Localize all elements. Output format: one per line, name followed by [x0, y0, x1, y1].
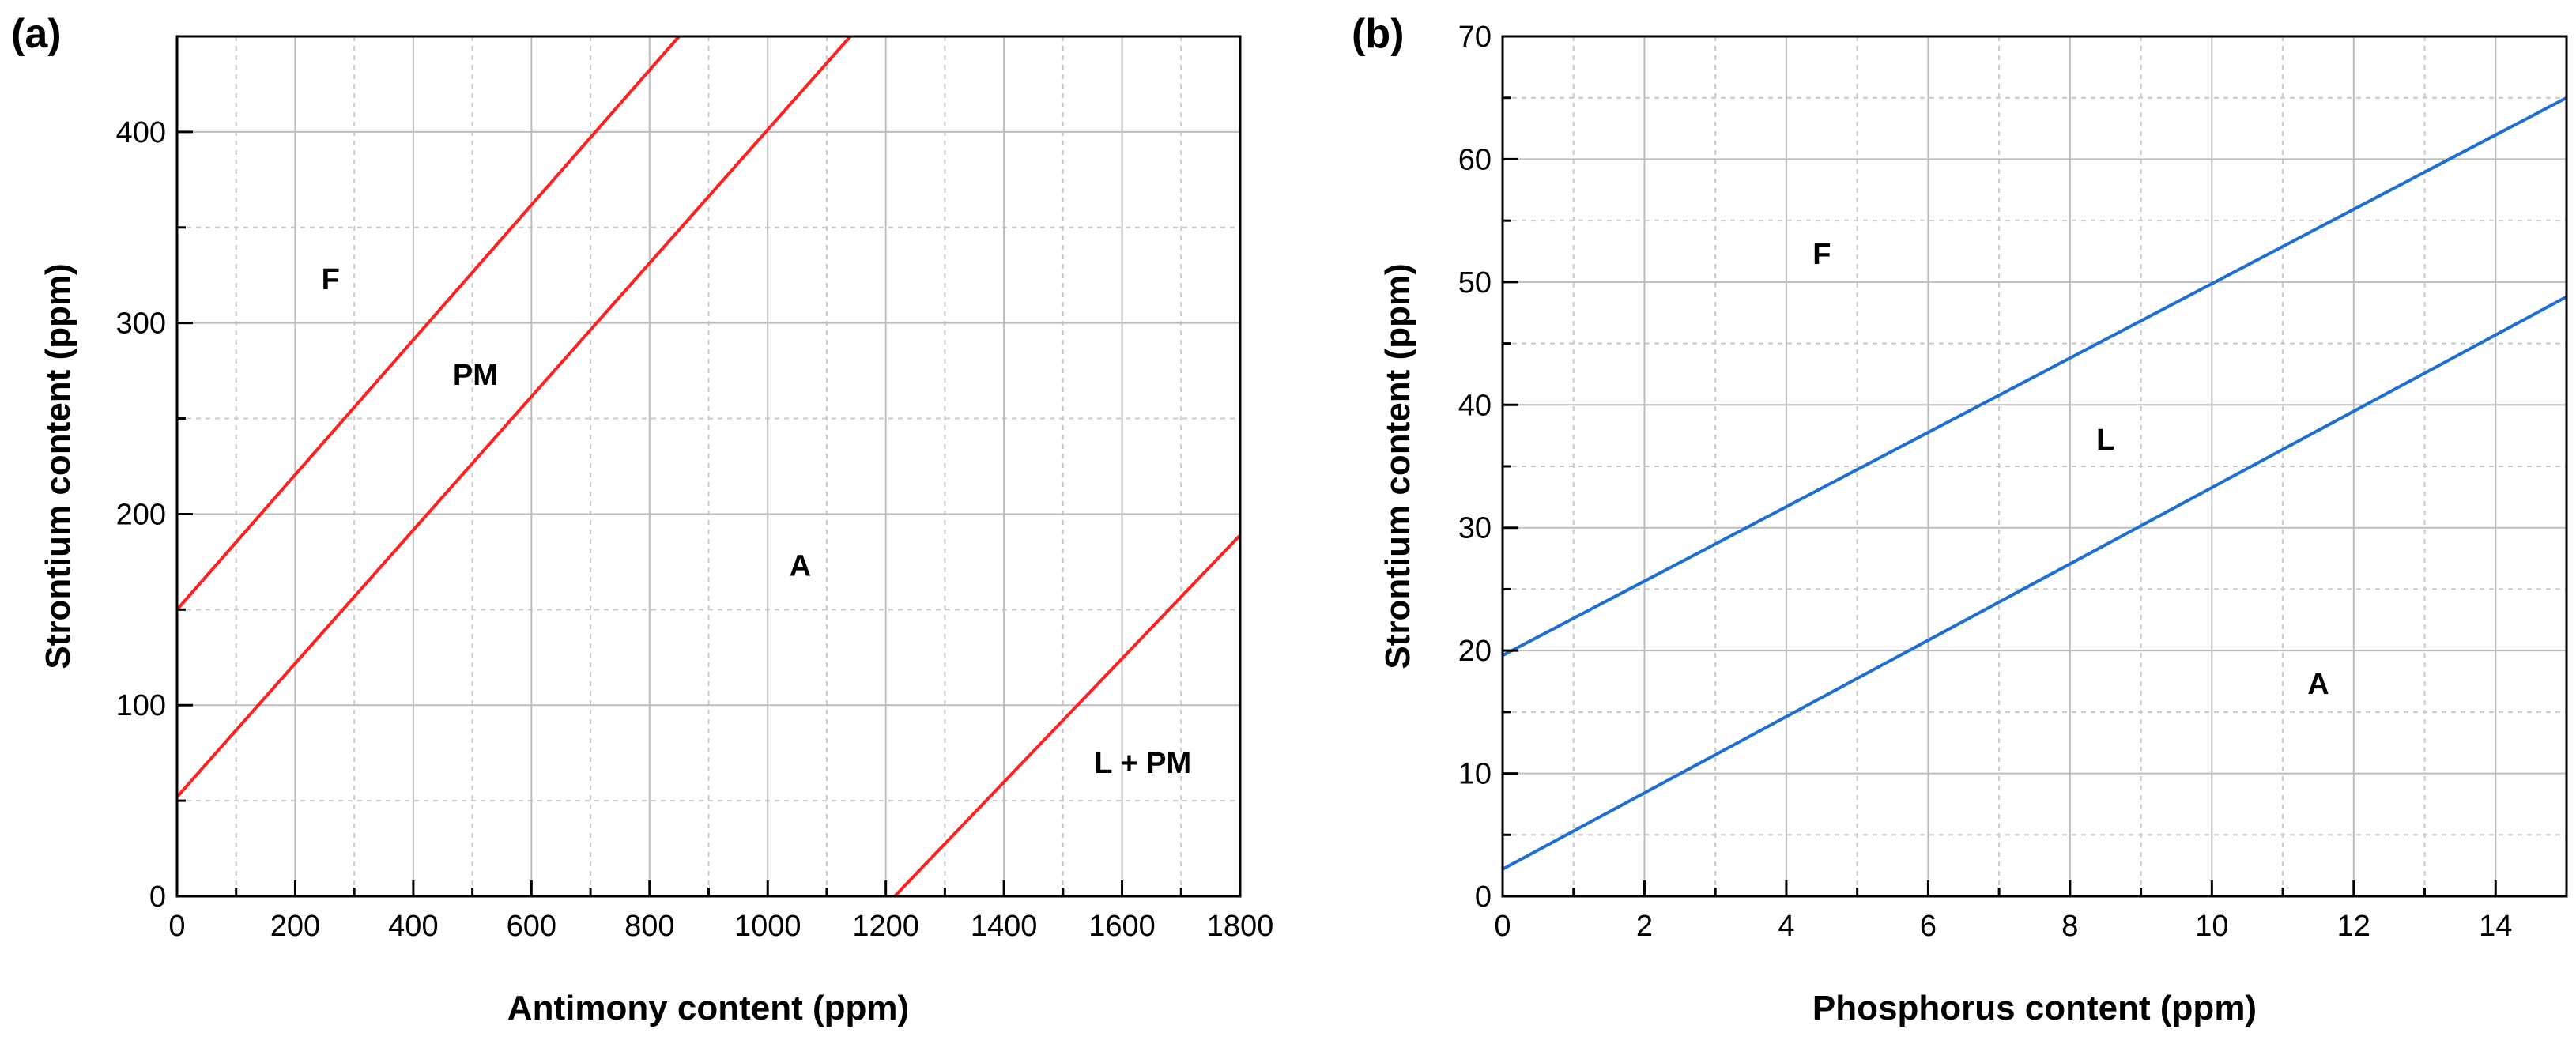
panel-b-region-label: F: [1812, 238, 1831, 271]
panel-b-series: [1502, 96, 2567, 871]
panel-b-y-tick-label: 0: [1475, 880, 1492, 914]
panel-b-x-tick-label: 0: [1494, 910, 1511, 943]
panel-a-y-tick-label: 200: [116, 498, 166, 531]
panel-a-tick-labels: 0 200 400 600 800 1000 1200 1400 1600 1800 0 100 200…: [116, 116, 1274, 943]
panel-b-major-grid: [1503, 36, 2567, 896]
panel-a-x-tick-label: 0: [168, 910, 185, 943]
panel-a-y-tick-label: 300: [116, 307, 166, 341]
panel-b-y-tick-label: 60: [1458, 143, 1492, 176]
panel-b-x-tick-label: 14: [2479, 910, 2512, 943]
panel-a-series-line-1: [175, 35, 681, 611]
panel-b-series-line-1: [1502, 96, 2567, 658]
panel-b-y-axis-label: Strontium content (ppm): [1379, 263, 1417, 669]
panel-b-region-label: A: [2307, 668, 2329, 701]
panel-a-region-label: L + PM: [1094, 747, 1191, 780]
panel-b-series-line-2: [1502, 295, 2567, 871]
panel-a-series-line-3: [893, 533, 1242, 898]
panel-a-x-tick-label: 800: [624, 910, 674, 943]
panel-a-region-label: A: [790, 550, 811, 583]
panel-b-x-tick-label: 12: [2337, 910, 2370, 943]
panel-a-x-tick-label: 1400: [971, 910, 1038, 943]
panel-a-series: [175, 35, 1242, 898]
panel-b-plot-frame: [1501, 35, 2568, 898]
panel-a-region-labels: F PM A L + PM: [322, 263, 1191, 780]
chart-panel-b: (b) 0 2 4 6 8 10 12 14 0 10 20 30 40 50 60 70 F L A Phosp…: [1352, 11, 2568, 1027]
panel-a-y-tick-label: 100: [116, 689, 166, 722]
panel-a-major-grid: [177, 36, 1240, 896]
panel-a-minor-grid: [177, 36, 1240, 896]
panel-b-x-tick-label: 4: [1778, 910, 1794, 943]
panel-a-y-axis-label: Strontium content (ppm): [39, 263, 77, 669]
panel-a-x-axis-label: Antimony content (ppm): [507, 989, 909, 1027]
panel-a-series-line-2: [175, 35, 852, 798]
panel-b-x-axis-label: Phosphorus content (ppm): [1812, 989, 2257, 1027]
panel-b-label: (b): [1352, 11, 1404, 57]
panel-a-x-tick-label: 400: [388, 910, 438, 943]
panel-b-x-tick-label: 8: [2061, 910, 2078, 943]
panel-a-y-tick-label: 400: [116, 116, 166, 149]
panel-b-y-tick-label: 70: [1458, 21, 1492, 54]
panel-b-x-tick-label: 2: [1636, 910, 1653, 943]
panel-a-x-tick-label: 1200: [852, 910, 919, 943]
chart-panel-a: (a) 0 200 400 600 800 1000 1200 1400 1600 1800 0 10…: [11, 11, 1273, 1027]
panel-a-x-tick-label: 1600: [1088, 910, 1156, 943]
panel-b-minor-grid: [1503, 36, 2567, 896]
panel-b-y-tick-label: 20: [1458, 635, 1492, 668]
panel-a-x-tick-label: 600: [507, 910, 556, 943]
panel-a-x-tick-label: 1000: [734, 910, 801, 943]
panel-b-tick-labels: 0 2 4 6 8 10 12 14 0 10 20 30 40 50 60 70: [1458, 21, 2513, 943]
panel-b-x-tick-label: 10: [2195, 910, 2228, 943]
panel-b-y-tick-label: 30: [1458, 512, 1492, 545]
panel-a-label: (a): [11, 11, 62, 57]
panel-a-plot-frame: [175, 35, 1242, 898]
panel-b-region-label: L: [2096, 424, 2114, 457]
panel-b-region-labels: F L A: [1812, 238, 2329, 701]
panel-b-ticks: [1501, 35, 2568, 898]
panel-b-y-tick-label: 50: [1458, 266, 1492, 300]
panel-a-region-label: F: [322, 263, 340, 296]
panel-a-y-tick-label: 0: [149, 880, 166, 914]
panel-a-x-tick-label: 1800: [1207, 910, 1274, 943]
panel-b-y-tick-label: 40: [1458, 389, 1492, 422]
panel-b-y-tick-label: 10: [1458, 758, 1492, 791]
panel-b-x-tick-label: 6: [1920, 910, 1937, 943]
panel-a-region-label: PM: [453, 359, 498, 392]
panel-a-x-tick-label: 200: [270, 910, 320, 943]
